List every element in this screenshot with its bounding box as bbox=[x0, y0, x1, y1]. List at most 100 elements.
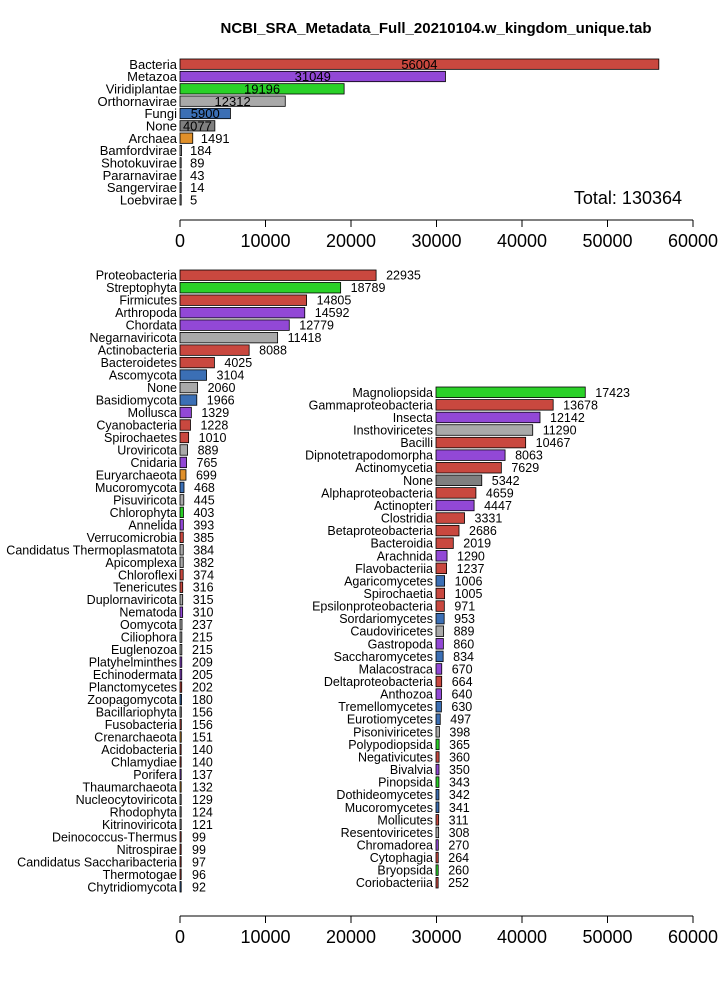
value-label: 315 bbox=[193, 593, 214, 607]
bar-zoopagomycota bbox=[179, 693, 182, 706]
value-label: 99 bbox=[192, 843, 206, 857]
value-label: 497 bbox=[450, 713, 471, 727]
category-label: Sordariomycetes bbox=[339, 612, 433, 626]
value-label: 260 bbox=[448, 864, 469, 878]
bar-mollusca bbox=[179, 406, 192, 419]
category-label: Dothideomycetes bbox=[336, 788, 433, 802]
bar-deinococcus-thermus bbox=[179, 831, 182, 843]
category-label: Spirochaetia bbox=[364, 587, 434, 601]
bar-arthropoda bbox=[179, 307, 306, 319]
category-label: Tremellomycetes bbox=[338, 700, 433, 714]
category-label: Nitrospirae bbox=[117, 843, 177, 857]
category-label: Magnoliopsida bbox=[352, 386, 433, 400]
bar-chytridiomycota bbox=[179, 881, 182, 893]
category-label: Bacteroidetes bbox=[101, 356, 177, 370]
category-label: Bivalvia bbox=[390, 763, 433, 777]
x-tick-label: 40000 bbox=[497, 231, 547, 251]
category-label: Proteobacteria bbox=[96, 269, 177, 283]
category-label: Candidatus Saccharibacteria bbox=[17, 855, 177, 869]
value-label: 308 bbox=[449, 826, 470, 840]
bar-echinodermata bbox=[179, 668, 183, 681]
category-label: Chromadorea bbox=[357, 838, 433, 852]
category-label: Malacostraca bbox=[359, 662, 433, 676]
bar-sordariomycetes bbox=[435, 612, 445, 625]
bar-thaumarchaeota bbox=[179, 781, 182, 793]
value-label: 393 bbox=[193, 518, 214, 532]
bar-chloroflexi bbox=[179, 569, 184, 581]
category-label: Orthornavirae bbox=[98, 94, 177, 109]
category-label: Negativicutes bbox=[358, 750, 433, 764]
category-label: Eurotiomycetes bbox=[347, 713, 433, 727]
category-label: Bryopsida bbox=[377, 864, 433, 878]
chart-title: NCBI_SRA_Metadata_Full_20210104.w_kingdo… bbox=[221, 20, 652, 37]
category-label: Kitrinoviricota bbox=[102, 818, 177, 832]
value-label: 953 bbox=[454, 612, 475, 626]
value-label: 11290 bbox=[543, 424, 577, 438]
value-label: 860 bbox=[453, 637, 474, 651]
bar-agaricomycetes bbox=[435, 575, 446, 587]
value-label: 4447 bbox=[484, 499, 512, 513]
value-label: 13678 bbox=[563, 398, 598, 412]
value-label: 316 bbox=[193, 581, 214, 595]
category-label: Gammaproteobacteria bbox=[309, 398, 433, 412]
value-label: 137 bbox=[192, 768, 213, 782]
x-tick-label: 60000 bbox=[668, 927, 718, 947]
value-label: 2686 bbox=[469, 524, 497, 538]
bar-spirochaetia bbox=[435, 587, 446, 600]
category-label: Ciliophora bbox=[121, 631, 177, 645]
bar-bacteroidia bbox=[435, 537, 454, 549]
value-label: 670 bbox=[452, 662, 473, 676]
category-label: Streptophyta bbox=[106, 281, 177, 295]
bar-betaproteobacteria bbox=[435, 524, 460, 537]
value-label: 121 bbox=[192, 818, 213, 832]
category-label: Annelida bbox=[128, 518, 177, 532]
value-label: 310 bbox=[193, 606, 214, 620]
category-label: Chloroflexi bbox=[118, 568, 177, 582]
bar-nucleocytoviricota bbox=[179, 793, 182, 806]
bar-flavobacteriia bbox=[435, 562, 447, 575]
value-label: 215 bbox=[192, 643, 213, 657]
category-label: Verrucomicrobia bbox=[87, 531, 177, 545]
value-label: 43 bbox=[190, 168, 204, 183]
bar-orthornavirae bbox=[179, 95, 286, 107]
value-label: 96 bbox=[192, 868, 206, 882]
x-tick-label: 0 bbox=[175, 231, 185, 251]
value-label: 2019 bbox=[463, 537, 491, 551]
x-tick-label: 30000 bbox=[411, 231, 461, 251]
value-label: 14805 bbox=[317, 294, 352, 308]
bar-gammaproteobacteria bbox=[435, 399, 554, 411]
value-label: 374 bbox=[193, 568, 214, 582]
value-label: 1290 bbox=[457, 549, 485, 563]
value-label: 834 bbox=[453, 650, 474, 664]
bar-actinobacteria bbox=[179, 344, 250, 356]
value-label: 10467 bbox=[536, 436, 571, 450]
bar-dothideomycetes bbox=[435, 789, 440, 801]
value-label: 2060 bbox=[208, 381, 236, 395]
category-label: Mucoromycetes bbox=[345, 801, 433, 815]
value-label: 89 bbox=[190, 156, 204, 171]
category-label: Crenarchaeota bbox=[94, 731, 177, 745]
value-label: 17423 bbox=[595, 386, 630, 400]
category-label: Apicomplexa bbox=[105, 556, 177, 570]
bar-nitrospirae bbox=[179, 843, 182, 855]
x-tick-label: 20000 bbox=[326, 231, 376, 251]
category-label: Platyhelminthes bbox=[89, 656, 177, 670]
bar-archaea bbox=[179, 132, 194, 144]
bar-euryarchaeota bbox=[179, 469, 187, 481]
value-label: 1966 bbox=[207, 394, 235, 408]
bar-rhodophyta bbox=[179, 806, 182, 818]
value-label: 342 bbox=[449, 788, 470, 802]
category-label: Porifera bbox=[133, 768, 177, 782]
category-label: Anthozoa bbox=[380, 688, 433, 702]
value-label: 1228 bbox=[200, 419, 228, 433]
bar-resentoviricetes bbox=[435, 826, 440, 839]
value-label: 5342 bbox=[492, 474, 520, 488]
value-label: 8088 bbox=[259, 344, 287, 358]
bar-ciliophora bbox=[179, 631, 183, 643]
value-label: 12142 bbox=[550, 411, 585, 425]
bar-chordata bbox=[179, 319, 290, 331]
value-label: 140 bbox=[192, 755, 213, 769]
category-label: Gastropoda bbox=[368, 637, 433, 651]
category-label: Saccharomycetes bbox=[334, 650, 433, 664]
value-label: 971 bbox=[454, 600, 475, 614]
